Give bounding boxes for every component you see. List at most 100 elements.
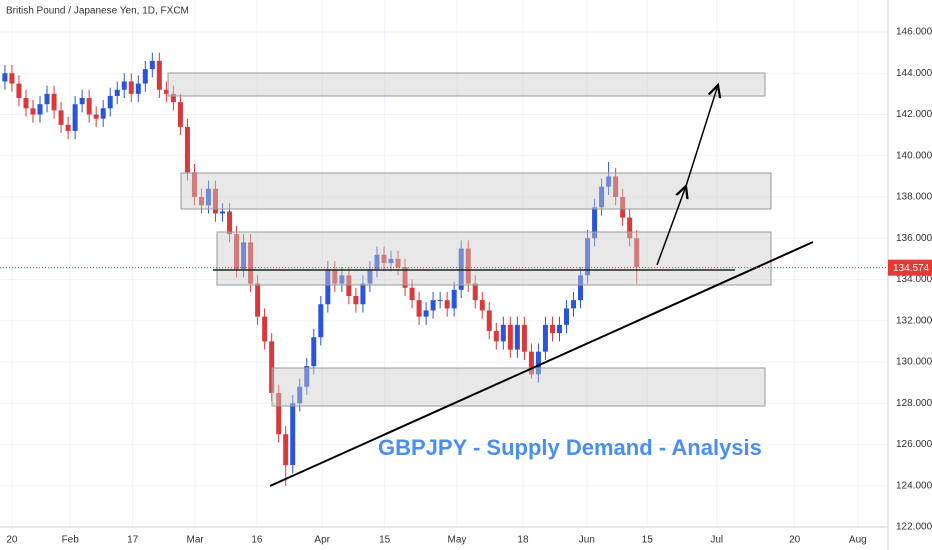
candle-body xyxy=(248,242,254,284)
candle-body xyxy=(191,172,197,197)
candle-body xyxy=(16,83,22,98)
x-tick-label: 15 xyxy=(642,535,654,546)
candle-body xyxy=(620,197,626,218)
chart-title: GBPJPY - Supply Demand - Analysis xyxy=(378,435,762,460)
y-tick-label: 128.000 xyxy=(896,398,932,409)
candle-body xyxy=(360,283,366,305)
x-tick-label: 16 xyxy=(251,535,263,546)
candle-body xyxy=(423,310,429,317)
candle-body xyxy=(93,114,99,119)
last-price-box xyxy=(888,259,932,276)
candle-body xyxy=(592,207,598,239)
x-tick-label: Jul xyxy=(710,535,723,546)
candle-body xyxy=(325,269,331,305)
x-tick-label: Feb xyxy=(62,535,80,546)
candle-body xyxy=(283,434,289,466)
candle-body xyxy=(444,300,450,309)
candle-body xyxy=(177,102,183,127)
candle-body xyxy=(318,304,324,338)
candle-body xyxy=(72,104,78,131)
candle-body xyxy=(374,254,380,270)
candle-body xyxy=(395,258,401,268)
grid xyxy=(0,0,888,528)
candle-body xyxy=(65,124,71,131)
candle-body xyxy=(276,392,282,435)
candle-body xyxy=(269,341,275,393)
candle-body xyxy=(107,95,113,109)
candle-body xyxy=(528,351,534,375)
candle-body xyxy=(234,234,240,270)
x-tick-label: 17 xyxy=(127,535,139,546)
supply-zone xyxy=(167,72,766,97)
x-tick-label: 15 xyxy=(379,535,391,546)
y-tick-label: 126.000 xyxy=(896,439,932,450)
candle-body xyxy=(297,386,303,404)
candle-body xyxy=(86,98,92,115)
x-tick-label: Apr xyxy=(314,535,330,546)
x-tick-label: May xyxy=(448,535,467,546)
candle-body xyxy=(402,267,408,288)
candle-body xyxy=(367,269,373,284)
y-tick-label: 134.000 xyxy=(896,274,932,285)
candle-body xyxy=(500,324,506,342)
candle-body xyxy=(213,188,219,214)
candle-body xyxy=(409,287,415,301)
y-tick-label: 130.000 xyxy=(896,357,932,368)
candle-body xyxy=(2,73,8,82)
supply-zone xyxy=(180,172,772,210)
candle-body xyxy=(563,308,569,325)
y-tick-label: 138.000 xyxy=(896,192,932,203)
candle-body xyxy=(613,176,619,197)
candle-body xyxy=(479,300,485,311)
candle-body xyxy=(58,110,64,125)
y-tick-label: 136.000 xyxy=(896,233,932,244)
candle-body xyxy=(451,289,457,309)
x-tick-label: Mar xyxy=(187,535,205,546)
trend-line xyxy=(269,241,814,487)
candle-body xyxy=(170,93,176,103)
y-tick-label: 140.000 xyxy=(896,150,932,161)
candles xyxy=(2,52,640,486)
candle-body xyxy=(606,176,612,187)
candle-body xyxy=(220,211,226,214)
candle-body xyxy=(535,351,541,375)
candle-body xyxy=(521,324,527,352)
candle-body xyxy=(23,98,29,109)
candle-body xyxy=(549,324,555,334)
y-tick-label: 132.000 xyxy=(896,315,932,326)
candle-body xyxy=(332,269,338,284)
candle-body xyxy=(542,324,548,352)
candle-body xyxy=(262,316,268,342)
candle-body xyxy=(458,248,464,290)
x-tick-label: 20 xyxy=(6,535,18,546)
candle-body xyxy=(514,324,520,350)
x-tick-label: Jun xyxy=(579,535,595,546)
candle-body xyxy=(241,242,247,270)
demand-zone xyxy=(216,231,772,286)
candle-body xyxy=(556,324,562,334)
candle-body xyxy=(205,188,211,206)
candle-body xyxy=(627,217,633,239)
candle-body xyxy=(472,283,478,301)
candle-body xyxy=(416,300,422,317)
x-tick-label: 18 xyxy=(517,535,529,546)
candle-body xyxy=(571,300,577,309)
candle-body xyxy=(149,60,155,70)
candle-body xyxy=(37,104,43,115)
candle-body xyxy=(290,403,296,466)
candle-body xyxy=(198,197,204,206)
y-tick-label: 122.000 xyxy=(896,522,932,533)
candle-body xyxy=(599,186,605,208)
candle-body xyxy=(430,300,436,311)
candle-body xyxy=(388,258,394,263)
candle-body xyxy=(227,211,233,235)
candle-body xyxy=(339,275,345,284)
candle-body xyxy=(585,238,591,276)
candle-body xyxy=(9,73,15,84)
candle-body xyxy=(507,324,513,350)
candle-body xyxy=(142,69,148,84)
candle-body xyxy=(30,108,36,115)
y-tick-label: 146.000 xyxy=(896,27,932,38)
candle-body xyxy=(156,60,162,90)
